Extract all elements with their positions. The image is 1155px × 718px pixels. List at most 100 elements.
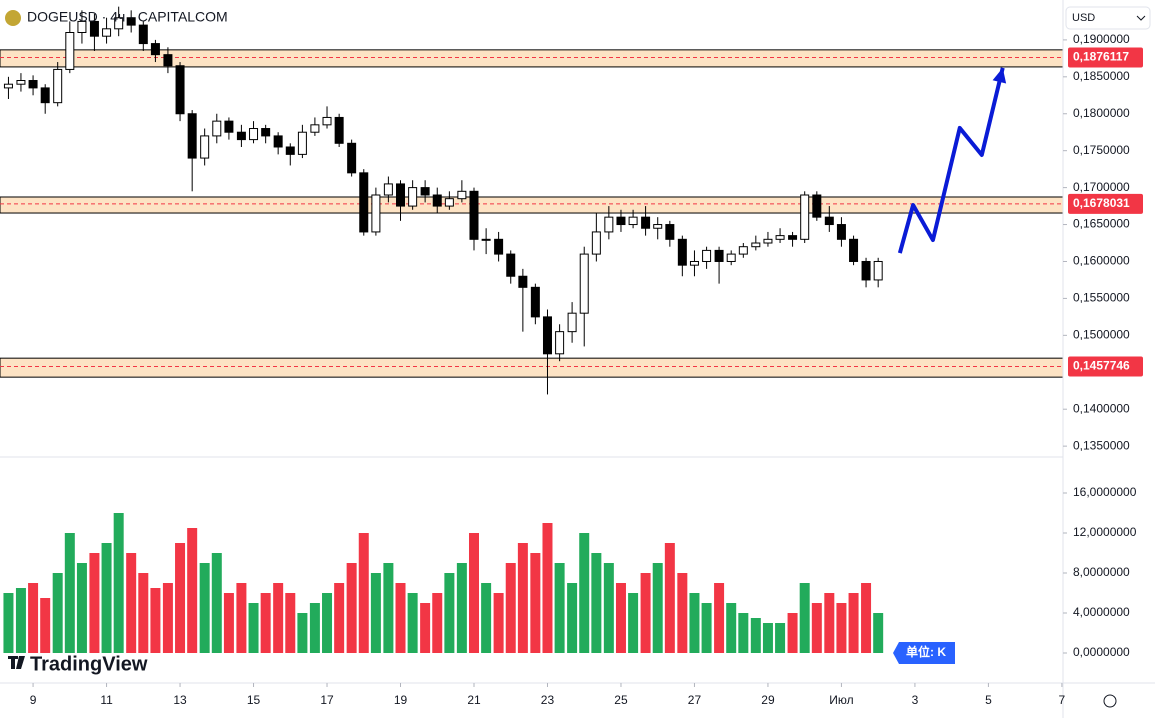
candle-body: [359, 172, 369, 233]
volume-bar: [309, 603, 320, 653]
volume-bar: [358, 533, 369, 653]
volume-tick-label: 0,0000000: [1073, 645, 1130, 659]
volume-bar: [811, 603, 822, 653]
candle-body: [273, 135, 283, 148]
volume-bar: [175, 543, 186, 653]
x-tick-label: 7: [1059, 693, 1066, 707]
volume-bar: [848, 593, 859, 653]
candle-body: [150, 43, 160, 56]
volume-bar: [346, 563, 357, 653]
candle-body: [628, 216, 638, 226]
volume-bar: [285, 593, 296, 653]
x-tick-label: 23: [541, 693, 555, 707]
x-tick-label: 29: [761, 693, 775, 707]
unit-label: 单位: K: [906, 644, 946, 659]
volume-bar: [199, 563, 210, 653]
volume-bar: [567, 583, 578, 653]
candle-body: [261, 128, 271, 137]
y-tick-label: 0,1350000: [1073, 438, 1130, 452]
candle-body: [726, 253, 736, 262]
candle-body: [702, 249, 712, 262]
volume-bar: [248, 603, 259, 653]
currency-dropdown[interactable]: [1065, 6, 1151, 30]
level-tag: [1068, 193, 1143, 214]
volume-bar: [481, 583, 492, 653]
candle-body: [689, 260, 699, 266]
x-tick-label: 21: [467, 693, 481, 707]
candle-body: [494, 238, 504, 255]
volume-bar: [101, 543, 112, 653]
volume-bar: [493, 593, 504, 653]
volume-bar: [530, 553, 541, 653]
candle-body: [444, 198, 454, 207]
candle-body: [567, 312, 577, 333]
settings-icon[interactable]: [1103, 694, 1117, 708]
volume-bar: [89, 553, 100, 653]
level-band: [0, 196, 1063, 214]
candle-body: [249, 128, 259, 141]
volume-bar: [322, 593, 333, 653]
y-tick-label: 0,1400000: [1073, 401, 1130, 415]
volume-bar: [652, 563, 663, 653]
y-tick-label: 0,1750000: [1073, 143, 1130, 157]
candle-body: [89, 20, 99, 37]
level-label: 0,1457746: [1073, 359, 1130, 373]
candle-body: [420, 187, 430, 196]
projection-arrowhead: [992, 67, 1007, 84]
candle-body: [65, 32, 75, 70]
volume-bar: [223, 593, 234, 653]
candle-body: [383, 183, 393, 196]
volume-bar: [150, 588, 161, 653]
volume-bar: [603, 563, 614, 653]
candle-body: [212, 120, 222, 137]
candle-body: [800, 194, 810, 240]
volume-bar: [775, 623, 786, 653]
logo-icon: [8, 656, 25, 669]
candle-body: [138, 24, 148, 45]
volume-bar: [677, 573, 688, 653]
volume-bar: [456, 563, 467, 653]
x-tick-label: 15: [247, 693, 261, 707]
volume-bar: [714, 583, 725, 653]
volume-bar: [824, 593, 835, 653]
y-tick-label: 0,1650000: [1073, 217, 1130, 231]
candle-body: [53, 68, 63, 104]
candle-body: [861, 260, 871, 281]
y-tick-label: 0,1800000: [1073, 106, 1130, 120]
volume-bar: [640, 573, 651, 653]
candle-body: [187, 113, 197, 159]
volume-bar: [28, 583, 39, 653]
volume-tick-label: 8,0000000: [1073, 565, 1130, 579]
candle-body: [653, 224, 663, 229]
candle-body: [591, 231, 601, 255]
candle-body: [481, 238, 491, 241]
volume-bar: [579, 533, 590, 653]
x-tick-label: 3: [912, 693, 919, 707]
candle-body: [616, 216, 626, 226]
projection-line: [897, 67, 1005, 254]
candle-body: [788, 235, 798, 240]
candle-body: [16, 80, 26, 85]
volume-bar: [468, 533, 479, 653]
candle-body: [40, 87, 50, 104]
candle-body: [408, 187, 418, 207]
candle-body: [163, 54, 173, 67]
volume-bar: [126, 553, 137, 653]
x-tick-label: 9: [30, 693, 37, 707]
candle-body: [677, 238, 687, 266]
candle-body: [347, 142, 357, 174]
volume-bar: [591, 553, 602, 653]
x-tick-label: 11: [100, 693, 113, 707]
volume-bar: [873, 613, 884, 653]
candle-body: [457, 190, 467, 200]
candle-body: [3, 83, 13, 89]
x-tick-label: 27: [688, 693, 702, 707]
candle-body: [334, 116, 344, 144]
volume-bar: [615, 583, 626, 653]
volume-bar: [750, 618, 761, 653]
volume-bar: [689, 593, 700, 653]
dropdown-caret: [1136, 15, 1146, 21]
volume-bar: [334, 583, 345, 653]
x-tick-label: Июл: [829, 693, 853, 707]
